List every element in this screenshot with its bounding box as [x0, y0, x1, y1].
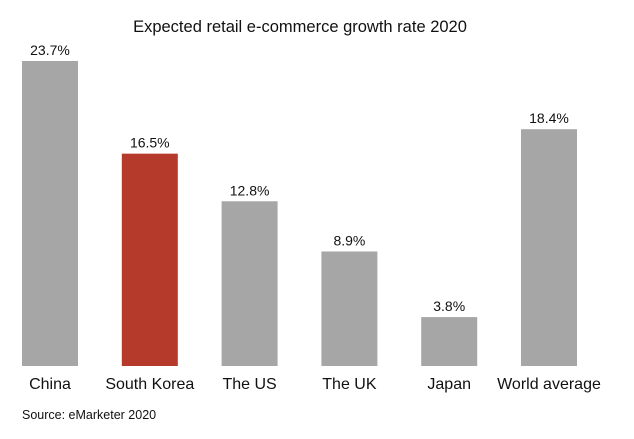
- data-label: 23.7%: [30, 42, 70, 58]
- chart-title: Expected retail e-commerce growth rate 2…: [133, 18, 467, 36]
- bar-the-us: [221, 201, 278, 366]
- bar-japan: [421, 317, 478, 366]
- data-label: 18.4%: [529, 110, 569, 126]
- x-tick-label: Japan: [427, 376, 471, 393]
- bar-south-korea: [121, 153, 178, 366]
- x-tick-label: China: [29, 376, 71, 393]
- data-label: 12.8%: [230, 182, 270, 198]
- data-label: 3.8%: [433, 298, 465, 314]
- x-tick-label: South Korea: [105, 376, 194, 393]
- source-note: Source: eMarketer 2020: [22, 408, 157, 422]
- x-tick-label: The UK: [322, 376, 377, 393]
- x-tick-label: The US: [222, 376, 276, 393]
- bar-china: [22, 61, 78, 366]
- data-label: 8.9%: [333, 232, 365, 248]
- data-label: 16.5%: [130, 135, 170, 151]
- bar-the-uk: [321, 251, 378, 366]
- bar-world-average: [521, 129, 577, 366]
- x-tick-label: World average: [497, 376, 601, 393]
